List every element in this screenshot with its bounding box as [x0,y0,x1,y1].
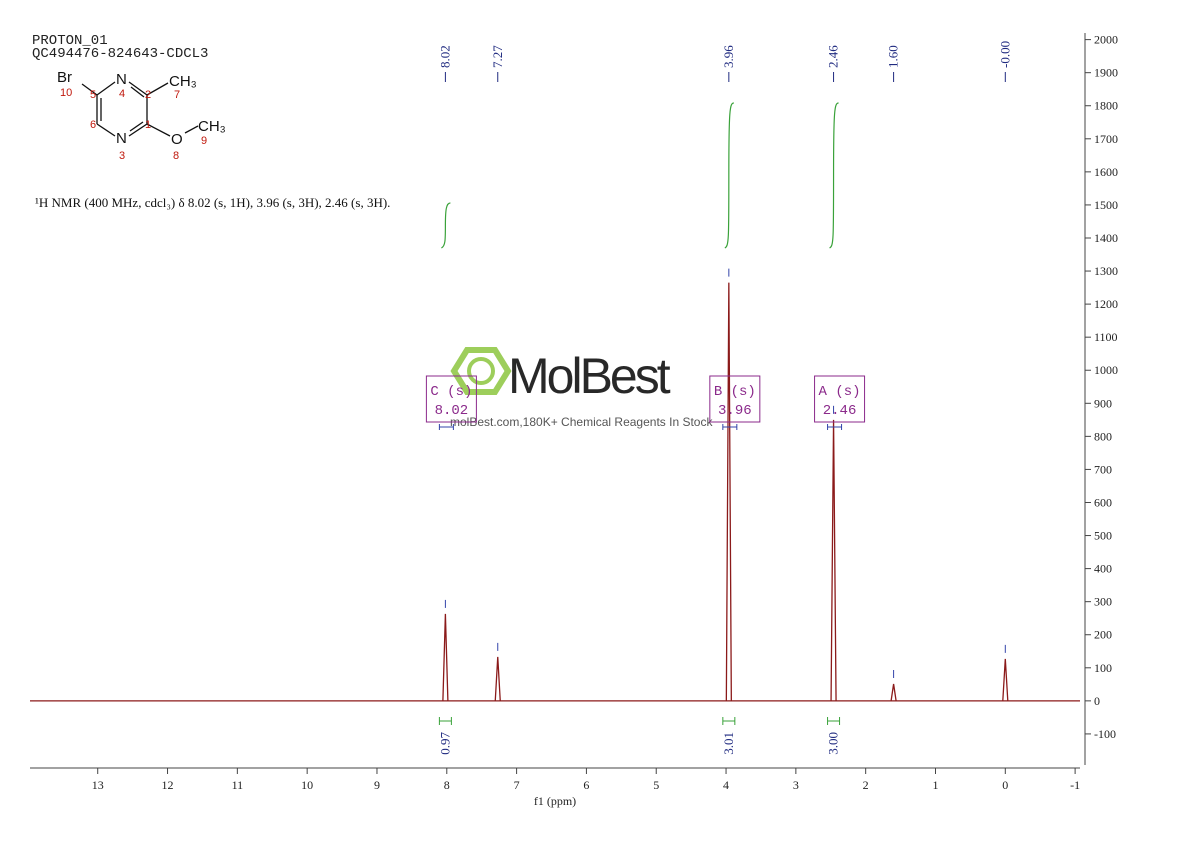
integral-label: 3.00 [826,732,841,755]
integral-label: 3.01 [721,732,736,755]
y-tick-label: 700 [1094,462,1112,476]
peak-label: 8.02 [437,45,452,68]
multiplet-shift: 8.02 [435,403,469,419]
x-tick-label: 7 [514,778,520,792]
peak [442,613,449,701]
atom-label: O [171,131,183,148]
atom-number: 2 [145,89,151,101]
atom-label: CH₃ [169,73,197,90]
multiplet-box [425,375,477,423]
multiplet-label: B (s) [714,384,756,400]
header-line: PROTON_01 [32,33,108,49]
x-tick-label: 3 [793,778,799,792]
x-tick-label: 8 [444,778,450,792]
integral-bracket [438,717,452,725]
y-tick-label: 800 [1094,429,1112,443]
header-line: QC494476-824643-CDCL3 [32,46,208,62]
y-tick-label: 600 [1094,495,1112,509]
watermark-logo [450,347,512,395]
atom-number: 5 [90,89,96,101]
y-tick-label: 1700 [1094,132,1118,146]
y-tick-label: 900 [1094,396,1112,410]
atom-label: Br [57,69,72,86]
multiplet-shift: 2.46 [823,403,857,419]
y-tick-label: 2000 [1094,33,1118,47]
y-tick-label: 1400 [1094,231,1118,245]
y-tick-label: 1800 [1094,99,1118,113]
peak-label: 3.96 [721,45,736,68]
molecule [81,81,199,137]
x-tick-label: 11 [232,778,244,792]
x-tick-label: -1 [1070,778,1080,792]
integral-bracket [827,717,841,725]
atom-number: 8 [173,150,179,162]
multiplet-shift: 3.96 [718,403,752,419]
integral-curve [829,102,839,249]
x-tick-label: 4 [723,778,729,792]
peak [830,419,837,701]
multiplet-range [827,424,843,430]
atom-number: 1 [145,119,151,131]
y-tick-label: 1200 [1094,297,1118,311]
y-tick-label: 1500 [1094,198,1118,212]
x-axis-label: f1 (ppm) [534,794,576,808]
multiplet-box [814,375,866,423]
atom-number: 6 [90,119,96,131]
y-tick-label: 1900 [1094,66,1118,80]
x-tick-label: 10 [301,778,313,792]
x-tick-label: 5 [653,778,659,792]
nmr-description: ¹H NMR (400 MHz, cdcl₃) δ 8.02 (s, 1H), … [35,195,390,210]
peak-label: 2.46 [826,45,841,68]
peak [890,683,897,701]
watermark-tagline: molBest.com,180K+ Chemical Reagents In S… [450,415,713,429]
atom-number: 9 [201,135,207,147]
atom-label: N [116,71,127,88]
x-tick-label: 2 [863,778,869,792]
multiplet-label: C (s) [430,384,472,400]
y-tick-label: 200 [1094,628,1112,642]
x-tick-label: 13 [92,778,104,792]
peak [725,282,732,701]
integral-bracket [722,717,736,725]
x-tick-label: 1 [932,778,938,792]
multiplet-range [722,424,738,430]
atom-number: 10 [60,87,72,99]
y-tick-label: -100 [1094,727,1116,741]
watermark-brand: MolBest [508,348,671,404]
peak-label: -0.00 [997,41,1012,68]
x-tick-label: 12 [162,778,174,792]
y-tick-label: 400 [1094,562,1112,576]
y-tick-label: 100 [1094,661,1112,675]
peak-label: 1.60 [886,45,901,68]
integral-curve [441,202,451,249]
y-tick-label: 0 [1094,694,1100,708]
atom-number: 4 [119,88,125,100]
y-tick-label: 500 [1094,529,1112,543]
peak-label: 7.27 [490,45,505,68]
peak [1002,658,1009,701]
integral-label: 0.97 [437,732,452,755]
multiplet-label: A (s) [819,384,861,400]
multiplet-range [438,424,454,430]
multiplet-box [709,375,761,423]
atom-number: 7 [174,89,180,101]
x-tick-label: 0 [1002,778,1008,792]
x-tick-label: 9 [374,778,380,792]
y-tick-label: 300 [1094,595,1112,609]
atom-label: CH₃ [198,118,226,135]
integral-curve [724,102,734,249]
y-tick-label: 1000 [1094,363,1118,377]
peak [494,656,501,701]
atom-number: 3 [119,150,125,162]
atom-label: N [116,130,127,147]
y-tick-label: 1300 [1094,264,1118,278]
y-tick-label: 1100 [1094,330,1118,344]
x-tick-label: 6 [583,778,589,792]
y-tick-label: 1600 [1094,165,1118,179]
